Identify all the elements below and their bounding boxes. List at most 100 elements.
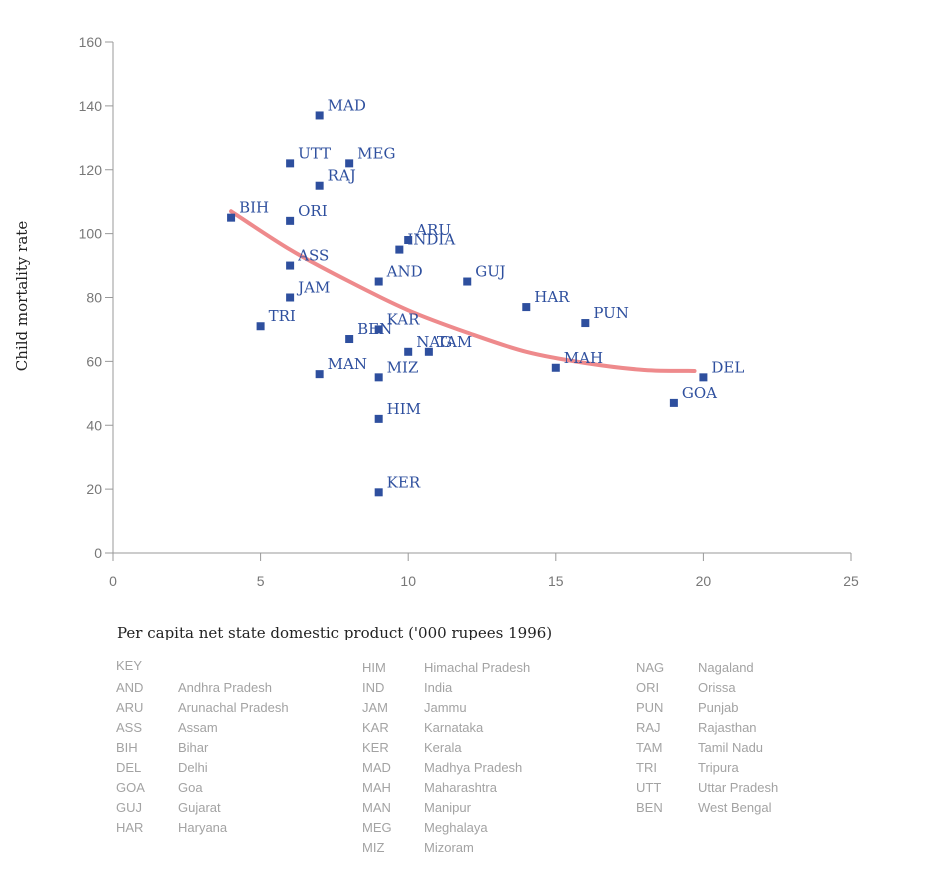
point-label-india: INDIA — [407, 231, 455, 249]
key-state-name: Uttar Pradesh — [698, 780, 779, 795]
key-state-name: India — [424, 680, 453, 695]
key-column: HIM Himachal Pradesh IND India JAM Jammu KAR Ka… — [362, 658, 622, 858]
axes: 0 20 40 60 80 100 120 140 160 0 5 10 15 20 25 — [79, 34, 859, 589]
point-label-him: HIM — [387, 400, 421, 418]
data-point-del — [699, 373, 708, 382]
key-row: ORI Orissa — [636, 678, 896, 698]
data-point-ben — [345, 335, 354, 344]
x-tick-label: 15 — [548, 573, 564, 589]
key-state-name: Gujarat — [178, 800, 221, 815]
key-row: MIZ Mizoram — [362, 838, 622, 858]
data-point-mah — [551, 363, 560, 372]
data-point-utt — [286, 159, 295, 168]
y-tick-label: 60 — [86, 353, 102, 369]
point-label-tri: TRI — [269, 307, 296, 325]
key-row: HIM Himachal Pradesh — [362, 658, 622, 678]
key-row: TAM Tamil Nadu — [636, 738, 896, 758]
key-row: DEL Delhi — [116, 758, 376, 778]
data-point-raj — [315, 181, 324, 190]
key-row: HAR Haryana — [116, 818, 376, 838]
key-state-name: Mizoram — [424, 840, 474, 855]
key-state-name: West Bengal — [698, 800, 772, 815]
key-abbr: MIZ — [362, 840, 385, 855]
point-label-guj: GUJ — [475, 263, 505, 281]
key-abbr: ORI — [636, 680, 660, 695]
x-tick-label: 20 — [696, 573, 712, 589]
key-abbr: KAR — [362, 720, 389, 735]
key-column: AND Andhra Pradesh ARU Arunachal Pradesh ASS… — [116, 658, 376, 838]
point-label-mah: MAH — [564, 349, 603, 367]
key-state-name: Jammu — [424, 700, 467, 715]
x-axis-label: Per capita net state domestic product ('… — [117, 624, 552, 640]
y-tick-label: 80 — [86, 290, 102, 306]
x-tick-label: 0 — [109, 573, 117, 589]
scatter-chart: 0 20 40 60 80 100 120 140 160 0 5 10 15 20 25 MAD UTT ME… — [13, 34, 859, 640]
key-state-name: Bihar — [178, 740, 209, 755]
data-point-tri — [256, 322, 265, 331]
key-abbr: MEG — [362, 820, 392, 835]
x-tick-label: 10 — [400, 573, 416, 589]
key-abbr: GOA — [116, 780, 145, 795]
y-tick-label: 100 — [79, 226, 103, 242]
data-point-ass — [286, 261, 295, 270]
key-state-name: Punjab — [698, 700, 739, 715]
key-state-name: Karnataka — [424, 720, 484, 735]
y-tick-label: 0 — [94, 545, 102, 561]
key-row: MAH Maharashtra — [362, 778, 622, 798]
key-row: ARU Arunachal Pradesh — [116, 698, 376, 718]
data-point-goa — [669, 398, 678, 407]
key-abbr: BEN — [636, 800, 663, 815]
data-point-ker — [374, 488, 383, 497]
key-abbr: AND — [116, 680, 144, 695]
key-state-name: Madhya Pradesh — [424, 760, 523, 775]
key-row: KER Kerala — [362, 738, 622, 758]
y-tick-label: 140 — [79, 98, 103, 114]
y-axis-label: Child mortality rate — [13, 221, 31, 372]
point-label-pun: PUN — [593, 304, 629, 322]
key-abbr: MAN — [362, 800, 391, 815]
point-label-man: MAN — [328, 355, 367, 373]
key-row: NAG Nagaland — [636, 658, 896, 678]
data-point-nag — [404, 347, 413, 356]
data-point-guj — [463, 277, 472, 286]
key-row: JAM Jammu — [362, 698, 622, 718]
key-abbr: KER — [362, 740, 389, 755]
key-abbr: HAR — [116, 820, 144, 835]
data-point-kar — [374, 325, 383, 334]
key-state-name: Maharashtra — [424, 780, 497, 795]
key-row: ASS Assam — [116, 718, 376, 738]
key-row: IND India — [362, 678, 622, 698]
point-label-ori: ORI — [298, 202, 328, 220]
key-row: GUJ Gujarat — [116, 798, 376, 818]
point-label-mad: MAD — [328, 96, 366, 114]
key-row — [116, 658, 376, 678]
key-state-name: Manipur — [424, 800, 471, 815]
key-abbr: IND — [362, 680, 385, 695]
point-label-utt: UTT — [298, 144, 331, 162]
y-tick-label: 120 — [79, 162, 103, 178]
x-tick-label: 25 — [843, 573, 859, 589]
key-row: PUN Punjab — [636, 698, 896, 718]
key-abbr: UTT — [636, 780, 662, 795]
key-row: MEG Meghalaya — [362, 818, 622, 838]
point-label-ker: KER — [387, 473, 421, 491]
key-abbr: RAJ — [636, 720, 661, 735]
point-label-and: AND — [386, 263, 423, 281]
key-row: BIH Bihar — [116, 738, 376, 758]
key-abbr: DEL — [116, 760, 142, 775]
key-row: MAN Manipur — [362, 798, 622, 818]
key-row: KAR Karnataka — [362, 718, 622, 738]
key-abbr: MAD — [362, 760, 391, 775]
key-row: GOA Goa — [116, 778, 376, 798]
data-point-him — [374, 414, 383, 423]
point-label-har: HAR — [534, 288, 570, 306]
trend-line-group — [229, 209, 697, 373]
point-label-ass: ASS — [297, 247, 329, 265]
key-state-name: Nagaland — [698, 660, 754, 675]
data-point-bih — [227, 213, 236, 222]
data-point-man — [315, 370, 324, 379]
point-label-tam: TAM — [437, 333, 472, 351]
data-point-miz — [374, 373, 383, 382]
y-tick-label: 20 — [86, 481, 102, 497]
key-row: MAD Madhya Pradesh — [362, 758, 622, 778]
